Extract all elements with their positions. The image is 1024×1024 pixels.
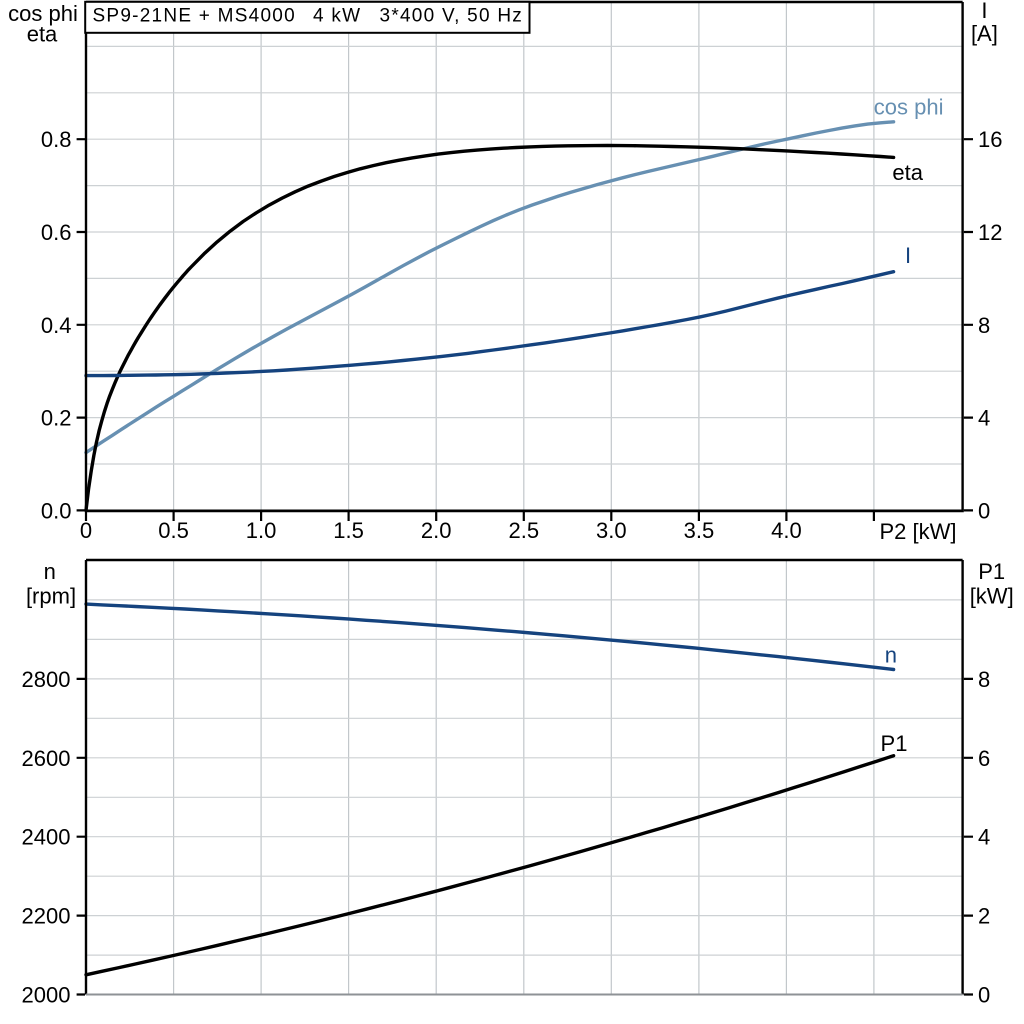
svg-text:0: 0 xyxy=(978,983,990,1008)
svg-text:n: n xyxy=(885,643,897,668)
svg-text:2200: 2200 xyxy=(22,904,71,929)
svg-text:3.0: 3.0 xyxy=(596,518,627,543)
svg-text:2600: 2600 xyxy=(22,746,71,771)
svg-text:P2 [kW]: P2 [kW] xyxy=(879,519,956,544)
svg-text:12: 12 xyxy=(978,220,1002,245)
svg-text:2: 2 xyxy=(978,904,990,929)
svg-text:[rpm]: [rpm] xyxy=(26,584,76,609)
svg-text:eta: eta xyxy=(892,160,923,185)
svg-text:2800: 2800 xyxy=(22,667,71,692)
svg-text:[A]: [A] xyxy=(971,21,998,46)
svg-text:P1: P1 xyxy=(978,559,1005,584)
svg-text:eta: eta xyxy=(27,22,58,47)
svg-text:0.2: 0.2 xyxy=(41,406,72,431)
svg-text:16: 16 xyxy=(978,127,1002,152)
svg-text:2400: 2400 xyxy=(22,825,71,850)
svg-text:0.5: 0.5 xyxy=(158,518,189,543)
svg-text:6: 6 xyxy=(978,746,990,771)
svg-text:2.5: 2.5 xyxy=(509,518,540,543)
svg-text:cos phi: cos phi xyxy=(8,1,78,26)
svg-text:4 kW: 4 kW xyxy=(313,6,361,27)
svg-text:2000: 2000 xyxy=(22,983,71,1008)
svg-text:I: I xyxy=(905,243,911,268)
svg-text:8: 8 xyxy=(978,313,990,338)
svg-text:4: 4 xyxy=(978,825,990,850)
svg-text:4.0: 4.0 xyxy=(771,518,802,543)
svg-text:0.6: 0.6 xyxy=(41,220,72,245)
svg-text:n: n xyxy=(44,559,56,584)
svg-text:0.8: 0.8 xyxy=(41,127,72,152)
svg-text:0.4: 0.4 xyxy=(41,313,72,338)
svg-text:cos phi: cos phi xyxy=(874,95,944,120)
svg-text:1.0: 1.0 xyxy=(246,518,277,543)
svg-text:P1: P1 xyxy=(881,731,908,756)
svg-text:1.5: 1.5 xyxy=(333,518,364,543)
svg-text:SP9-21NE + MS4000: SP9-21NE + MS4000 xyxy=(93,6,296,27)
svg-text:2.0: 2.0 xyxy=(421,518,452,543)
svg-text:0.0: 0.0 xyxy=(41,498,72,523)
svg-text:3*400 V, 50 Hz: 3*400 V, 50 Hz xyxy=(380,6,524,27)
svg-text:0: 0 xyxy=(80,518,92,543)
svg-text:0: 0 xyxy=(978,498,990,523)
svg-text:[kW]: [kW] xyxy=(970,584,1014,609)
svg-text:3.5: 3.5 xyxy=(684,518,715,543)
svg-text:4: 4 xyxy=(978,406,990,431)
svg-text:I: I xyxy=(981,0,987,23)
svg-text:8: 8 xyxy=(978,667,990,692)
